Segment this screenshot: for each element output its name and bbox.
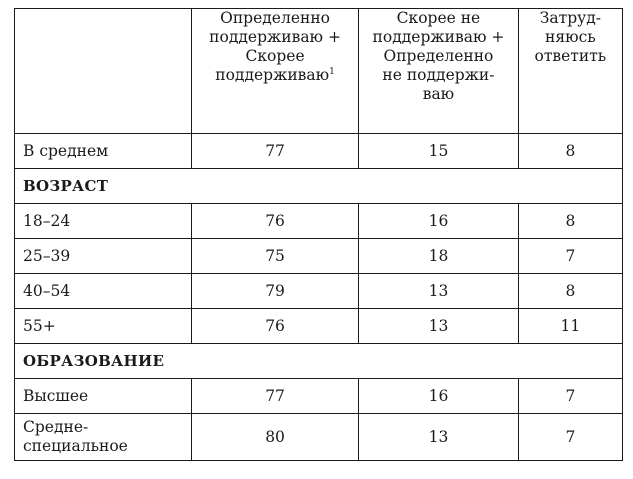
table-row: 25–39 75 18 7 [14, 238, 624, 274]
cell-support: 80 [190, 413, 360, 461]
cell-oppose: 13 [358, 308, 519, 344]
cell-support: 77 [190, 378, 360, 414]
table-row: 18–24 76 16 8 [14, 203, 624, 239]
row-label: 40–54 [14, 273, 192, 309]
header-oppose: Скорее не поддерживаю + Определенно не п… [358, 8, 519, 134]
cell-oppose: 18 [358, 238, 519, 274]
footnote-marker: 1 [329, 66, 335, 77]
cell-undecided: 8 [517, 273, 624, 309]
row-label: 18–24 [14, 203, 192, 239]
cell-oppose: 15 [358, 133, 519, 169]
section-label: ОБРАЗОВАНИЕ [14, 343, 623, 379]
cell-undecided: 8 [517, 133, 624, 169]
header-empty-cell [14, 8, 192, 134]
section-row: ВОЗРАСТ [14, 168, 623, 204]
row-label: Средне- специальное [14, 413, 192, 461]
header-undecided: Затруд- няюсь ответить [517, 8, 624, 134]
cell-support: 75 [190, 238, 360, 274]
row-label: 25–39 [14, 238, 192, 274]
header-row: Определенно поддерживаю + Скорее поддерж… [14, 8, 624, 134]
cell-undecided: 11 [517, 308, 624, 344]
row-label: Высшее [14, 378, 192, 414]
row-label: В среднем [14, 133, 192, 169]
poll-results-table: Определенно поддерживаю + Скорее поддерж… [14, 8, 624, 461]
cell-oppose: 13 [358, 413, 519, 461]
table-row: В среднем 77 15 8 [14, 133, 624, 169]
header-support: Определенно поддерживаю + Скорее поддерж… [190, 8, 360, 134]
section-label: ВОЗРАСТ [14, 168, 623, 204]
cell-undecided: 7 [517, 238, 624, 274]
cell-oppose: 16 [358, 378, 519, 414]
cell-undecided: 7 [517, 378, 624, 414]
cell-oppose: 16 [358, 203, 519, 239]
cell-undecided: 8 [517, 203, 624, 239]
cell-support: 77 [190, 133, 360, 169]
cell-undecided: 7 [517, 413, 624, 461]
cell-oppose: 13 [358, 273, 519, 309]
table-row: Высшее 77 16 7 [14, 378, 624, 414]
table-row: Средне- специальное 80 13 7 [14, 413, 624, 461]
cell-support: 76 [190, 308, 360, 344]
cell-support: 76 [190, 203, 360, 239]
section-row: ОБРАЗОВАНИЕ [14, 343, 623, 379]
table-row: 55+ 76 13 11 [14, 308, 624, 344]
table-row: 40–54 79 13 8 [14, 273, 624, 309]
cell-support: 79 [190, 273, 360, 309]
row-label: 55+ [14, 308, 192, 344]
